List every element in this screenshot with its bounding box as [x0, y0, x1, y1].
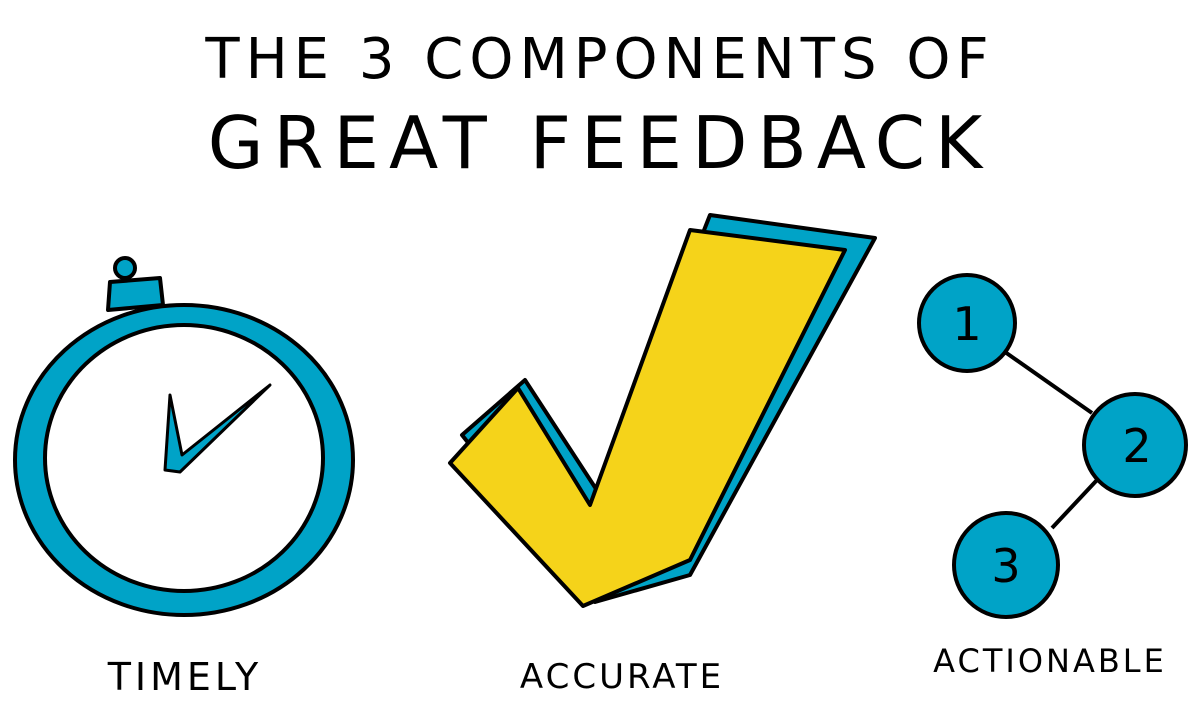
label-timely: TIMELY	[107, 655, 263, 699]
step-2-label: 2	[1122, 419, 1151, 473]
stopwatch-icon	[13, 256, 355, 617]
step-1-label: 1	[952, 297, 981, 351]
step-2-circle	[1082, 392, 1188, 498]
label-accurate: ACCURATE	[520, 657, 724, 697]
title-line-1: THE 3 COMPONENTS OF	[204, 27, 994, 92]
numbered-steps-icon: 1 2 3	[917, 273, 1188, 619]
checkmark-icon	[448, 213, 877, 608]
label-actionable: ACTIONABLE	[933, 642, 1167, 680]
title-line-2: GREAT FEEDBACK	[208, 101, 993, 185]
step-1-circle	[917, 273, 1017, 373]
step-3-label: 3	[991, 539, 1020, 593]
step-3-circle	[952, 511, 1060, 619]
